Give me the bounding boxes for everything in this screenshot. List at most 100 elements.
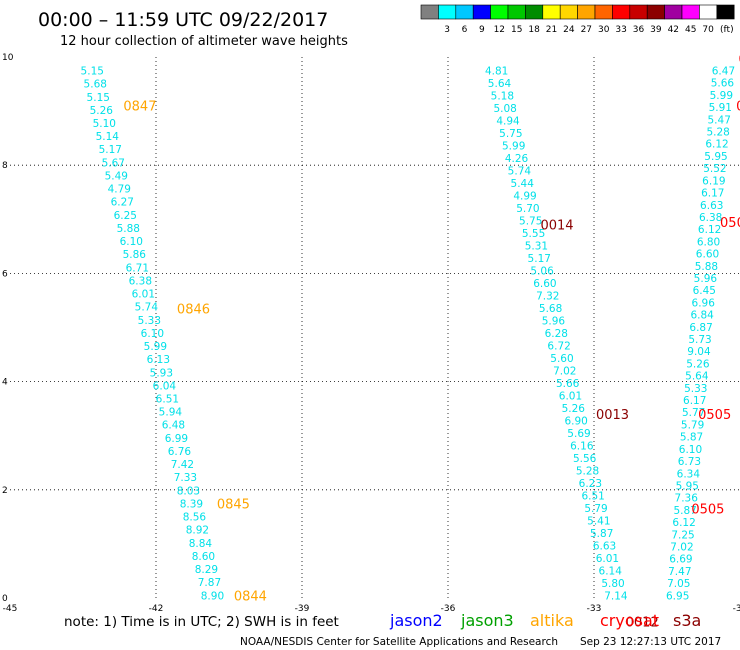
wave-height-value: 6.60 <box>533 278 556 290</box>
wave-height-value: 6.63 <box>700 200 723 212</box>
wave-height-value: 5.99 <box>710 90 733 102</box>
wave-height-value: 5.49 <box>105 170 128 182</box>
y-tick-label: 8 <box>2 161 8 171</box>
color-scale-bar: 3 6 9 12 15 18 21 24 27 30 33 36 39 42 45 70 (ft) <box>420 4 735 35</box>
wave-height-value: 6.51 <box>156 394 179 406</box>
pass-time-label: 0505 <box>691 503 724 518</box>
pass-time-label: 05 <box>736 100 740 115</box>
wave-height-value: 4.26 <box>505 153 529 165</box>
wave-height-value: 8.39 <box>180 498 203 510</box>
colorbar-swatch <box>699 4 718 20</box>
wave-height-value: 5.66 <box>556 378 580 390</box>
wave-height-value: 5.52 <box>703 163 726 175</box>
wave-height-value: 6.14 <box>599 565 623 577</box>
wave-height-value: 5.87 <box>680 432 703 444</box>
x-tick-label: -42 <box>149 604 164 614</box>
wave-height-value: 6.16 <box>570 440 594 452</box>
pass-time-label: 0845 <box>217 497 250 512</box>
legend-item: s3a <box>673 611 701 630</box>
wave-height-value: 8.92 <box>186 525 209 537</box>
x-tick-label: -30 <box>733 604 740 614</box>
wave-height-value: 5.74 <box>508 165 532 177</box>
wave-height-value: 7.33 <box>174 472 197 484</box>
wave-height-value: 4.79 <box>108 184 131 196</box>
wave-height-value: 8.56 <box>183 512 207 524</box>
timestamp-text: Sep 23 12:27:13 UTC 2017 <box>580 636 721 648</box>
wave-height-value: 6.73 <box>678 456 701 468</box>
wave-height-value: 5.69 <box>567 428 590 440</box>
colorbar-label: 36 <box>633 25 645 35</box>
wave-height-value: 5.26 <box>90 105 114 117</box>
wave-height-value: 4.94 <box>496 116 520 128</box>
wave-height-value: 5.75 <box>519 215 542 227</box>
chart-title: 00:00 – 11:59 UTC 09/22/2017 <box>38 9 328 31</box>
wave-height-value: 5.44 <box>511 178 535 190</box>
colorbar-swatch <box>490 4 509 20</box>
wave-height-value: 6.17 <box>701 188 724 200</box>
wave-height-value: 5.14 <box>96 131 120 143</box>
wave-height-value: 6.19 <box>702 175 725 187</box>
wave-height-value: 5.87 <box>673 505 696 517</box>
wave-height-value: 6.12 <box>705 139 728 151</box>
wave-height-value: 5.91 <box>709 102 732 114</box>
wave-height-value: 5.17 <box>99 144 122 156</box>
wave-height-value: 5.15 <box>87 92 110 104</box>
wave-height-value: 6.95 <box>666 590 689 602</box>
wave-height-value: 8.90 <box>201 590 224 602</box>
wave-height-value: 6.96 <box>692 297 716 309</box>
colorbar-swatch <box>681 4 700 20</box>
wave-height-value: 5.28 <box>576 465 599 477</box>
colorbar-swatch <box>594 4 613 20</box>
colorbar-label: 18 <box>528 25 540 35</box>
footer-note: note: 1) Time is in UTC; 2) SWH is in fe… <box>64 614 339 630</box>
wave-height-value: 7.25 <box>671 529 694 541</box>
wave-height-value: 6.12 <box>672 517 695 529</box>
wave-height-value: 6.01 <box>132 289 155 301</box>
wave-height-value: 6.84 <box>690 310 714 322</box>
colorbar-label: 6 <box>462 25 468 35</box>
wave-height-value: 7.47 <box>668 566 691 578</box>
wave-height-value: 5.26 <box>686 358 710 370</box>
colorbar-swatch <box>664 4 683 20</box>
colorbar-label: 15 <box>511 25 522 35</box>
colorbar-label: 42 <box>668 25 679 35</box>
wave-height-value: 6.60 <box>696 249 719 261</box>
colorbar-swatch <box>455 4 474 20</box>
pass-time-label: 0847 <box>123 100 156 115</box>
wave-height-value: 5.75 <box>499 128 522 140</box>
pass-time-label: 0014 <box>540 219 573 234</box>
wave-height-value: 5.66 <box>711 78 735 90</box>
colorbar-label: 12 <box>494 25 505 35</box>
wave-height-value: 8.84 <box>189 538 213 550</box>
wave-height-value: 4.81 <box>485 66 508 78</box>
pass-time-label: 0 <box>739 53 740 68</box>
wave-height-value: 6.90 <box>564 415 587 427</box>
wave-height-value: 5.33 <box>138 315 161 327</box>
wave-height-value: 5.73 <box>688 334 711 346</box>
colorbar-swatch <box>577 4 596 20</box>
colorbar-swatch <box>612 4 631 20</box>
pass-time-label: 0846 <box>177 303 210 318</box>
wave-height-value: 5.88 <box>117 223 140 235</box>
wave-height-value: 5.79 <box>681 419 704 431</box>
x-tick-label: -36 <box>441 604 456 614</box>
wave-height-value: 5.64 <box>488 78 512 90</box>
y-tick-label: 2 <box>2 486 8 496</box>
wave-height-value: 7.02 <box>553 365 576 377</box>
credit-text: NOAA/NESDIS Center for Satellite Applica… <box>240 636 558 648</box>
pass-time-label: 050 <box>720 216 740 231</box>
wave-height-value: 9.04 <box>687 346 711 358</box>
colorbar-swatch <box>646 4 665 20</box>
wave-height-value: 7.05 <box>667 578 690 590</box>
wave-height-value: 6.45 <box>693 285 716 297</box>
wave-height-value: 5.56 <box>573 453 597 465</box>
colorbar-swatch <box>472 4 491 20</box>
wave-height-value: 5.96 <box>542 315 566 327</box>
satellite-legend: jason2 jason3 altika cryosat s3a <box>389 611 701 630</box>
wave-height-value: 6.10 <box>141 328 164 340</box>
wave-height-value: 6.17 <box>683 395 706 407</box>
y-tick-label: 10 <box>2 53 14 63</box>
wave-height-value: 6.01 <box>596 553 619 565</box>
wave-height-value: 5.33 <box>684 383 707 395</box>
